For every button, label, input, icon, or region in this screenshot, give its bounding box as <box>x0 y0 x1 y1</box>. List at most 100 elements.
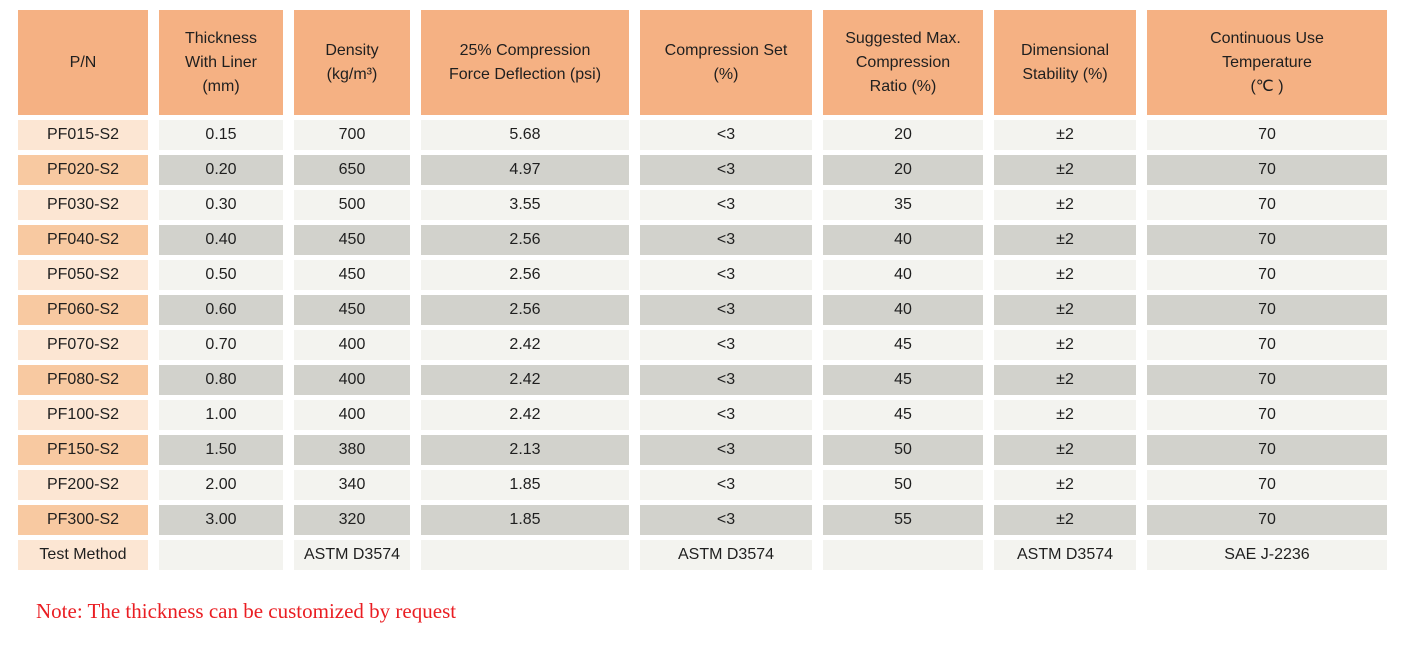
data-cell: 20 <box>823 155 983 185</box>
data-cell: 70 <box>1147 505 1387 535</box>
table-row: Test Method ASTM D3574 ASTM D3574 ASTM D357… <box>18 540 1387 570</box>
data-cell: ASTM D3574 <box>640 540 812 570</box>
data-cell: 50 <box>823 435 983 465</box>
data-cell: 400 <box>294 365 410 395</box>
table-row: PF300-S2 3.00 320 1.85 <3 55 ±2 70 <box>18 505 1387 535</box>
data-cell: <3 <box>640 435 812 465</box>
pn-cell: PF150-S2 <box>18 435 148 465</box>
table-row: PF040-S2 0.40 450 2.56 <3 40 ±2 70 <box>18 225 1387 255</box>
data-cell: 70 <box>1147 155 1387 185</box>
data-cell: ±2 <box>994 435 1136 465</box>
data-cell: ASTM D3574 <box>994 540 1136 570</box>
data-cell: 380 <box>294 435 410 465</box>
data-cell: 45 <box>823 400 983 430</box>
table-row: PF150-S2 1.50 380 2.13 <3 50 ±2 70 <box>18 435 1387 465</box>
data-cell: 2.00 <box>159 470 283 500</box>
data-cell <box>421 540 629 570</box>
table-row: PF100-S2 1.00 400 2.42 <3 45 ±2 70 <box>18 400 1387 430</box>
data-cell: 70 <box>1147 365 1387 395</box>
data-cell: <3 <box>640 365 812 395</box>
data-cell: ±2 <box>994 400 1136 430</box>
data-cell: 2.42 <box>421 330 629 360</box>
data-cell: 40 <box>823 295 983 325</box>
pn-cell: PF080-S2 <box>18 365 148 395</box>
data-cell: <3 <box>640 155 812 185</box>
data-cell: ±2 <box>994 260 1136 290</box>
data-cell: ±2 <box>994 120 1136 150</box>
data-cell: 35 <box>823 190 983 220</box>
data-cell: 2.56 <box>421 295 629 325</box>
data-cell: 5.68 <box>421 120 629 150</box>
data-cell: ±2 <box>994 330 1136 360</box>
data-cell: ±2 <box>994 505 1136 535</box>
pn-cell: PF060-S2 <box>18 295 148 325</box>
pn-cell: PF070-S2 <box>18 330 148 360</box>
data-cell: 400 <box>294 400 410 430</box>
data-cell: <3 <box>640 470 812 500</box>
data-cell: 400 <box>294 330 410 360</box>
data-cell: 2.56 <box>421 225 629 255</box>
column-header: 25% Compression Force Deflection (psi) <box>421 10 629 115</box>
data-cell: 0.30 <box>159 190 283 220</box>
data-cell <box>159 540 283 570</box>
data-cell: ±2 <box>994 190 1136 220</box>
column-header: Compression Set (%) <box>640 10 812 115</box>
data-cell: <3 <box>640 330 812 360</box>
data-cell: 3.55 <box>421 190 629 220</box>
column-header: Density (kg/m³) <box>294 10 410 115</box>
table-row: PF050-S2 0.50 450 2.56 <3 40 ±2 70 <box>18 260 1387 290</box>
data-cell: 0.50 <box>159 260 283 290</box>
table-row: PF020-S2 0.20 650 4.97 <3 20 ±2 70 <box>18 155 1387 185</box>
data-cell: 650 <box>294 155 410 185</box>
data-cell: 70 <box>1147 330 1387 360</box>
table-row: PF015-S2 0.15 700 5.68 <3 20 ±2 70 <box>18 120 1387 150</box>
data-cell: ±2 <box>994 365 1136 395</box>
data-cell: 3.00 <box>159 505 283 535</box>
data-cell: <3 <box>640 260 812 290</box>
pn-cell: PF020-S2 <box>18 155 148 185</box>
data-cell: 70 <box>1147 435 1387 465</box>
data-cell: 2.13 <box>421 435 629 465</box>
data-cell: 4.97 <box>421 155 629 185</box>
table-row: PF080-S2 0.80 400 2.42 <3 45 ±2 70 <box>18 365 1387 395</box>
data-cell: SAE J-2236 <box>1147 540 1387 570</box>
data-cell: 0.70 <box>159 330 283 360</box>
data-cell: 70 <box>1147 120 1387 150</box>
data-cell: 20 <box>823 120 983 150</box>
data-cell: 450 <box>294 225 410 255</box>
data-cell: 45 <box>823 330 983 360</box>
data-cell: 70 <box>1147 225 1387 255</box>
data-cell: 1.50 <box>159 435 283 465</box>
table-row: PF060-S2 0.60 450 2.56 <3 40 ±2 70 <box>18 295 1387 325</box>
data-cell: 700 <box>294 120 410 150</box>
data-cell: 70 <box>1147 295 1387 325</box>
data-cell: 55 <box>823 505 983 535</box>
data-cell: 2.42 <box>421 400 629 430</box>
data-cell: 340 <box>294 470 410 500</box>
data-cell: 50 <box>823 470 983 500</box>
data-cell: 0.20 <box>159 155 283 185</box>
column-header: Suggested Max. Compression Ratio (%) <box>823 10 983 115</box>
column-header: Continuous Use Temperature (℃ ) <box>1147 10 1387 115</box>
column-header: Dimensional Stability (%) <box>994 10 1136 115</box>
spec-table: P/N Thickness With Liner (mm) Density (kg/… <box>7 5 1398 575</box>
data-cell: 45 <box>823 365 983 395</box>
data-cell: 450 <box>294 295 410 325</box>
pn-cell: PF200-S2 <box>18 470 148 500</box>
pn-cell: Test Method <box>18 540 148 570</box>
pn-cell: PF030-S2 <box>18 190 148 220</box>
note-text: Note: The thickness can be customized by… <box>36 599 457 623</box>
data-cell: 40 <box>823 225 983 255</box>
data-cell: 2.42 <box>421 365 629 395</box>
data-cell: ASTM D3574 <box>294 540 410 570</box>
column-header: P/N <box>18 10 148 115</box>
data-cell: 0.15 <box>159 120 283 150</box>
data-cell: <3 <box>640 505 812 535</box>
column-header: Thickness With Liner (mm) <box>159 10 283 115</box>
data-cell: 70 <box>1147 470 1387 500</box>
data-cell: 1.85 <box>421 470 629 500</box>
pn-cell: PF015-S2 <box>18 120 148 150</box>
data-cell: 1.85 <box>421 505 629 535</box>
data-cell: ±2 <box>994 155 1136 185</box>
data-cell: 70 <box>1147 260 1387 290</box>
